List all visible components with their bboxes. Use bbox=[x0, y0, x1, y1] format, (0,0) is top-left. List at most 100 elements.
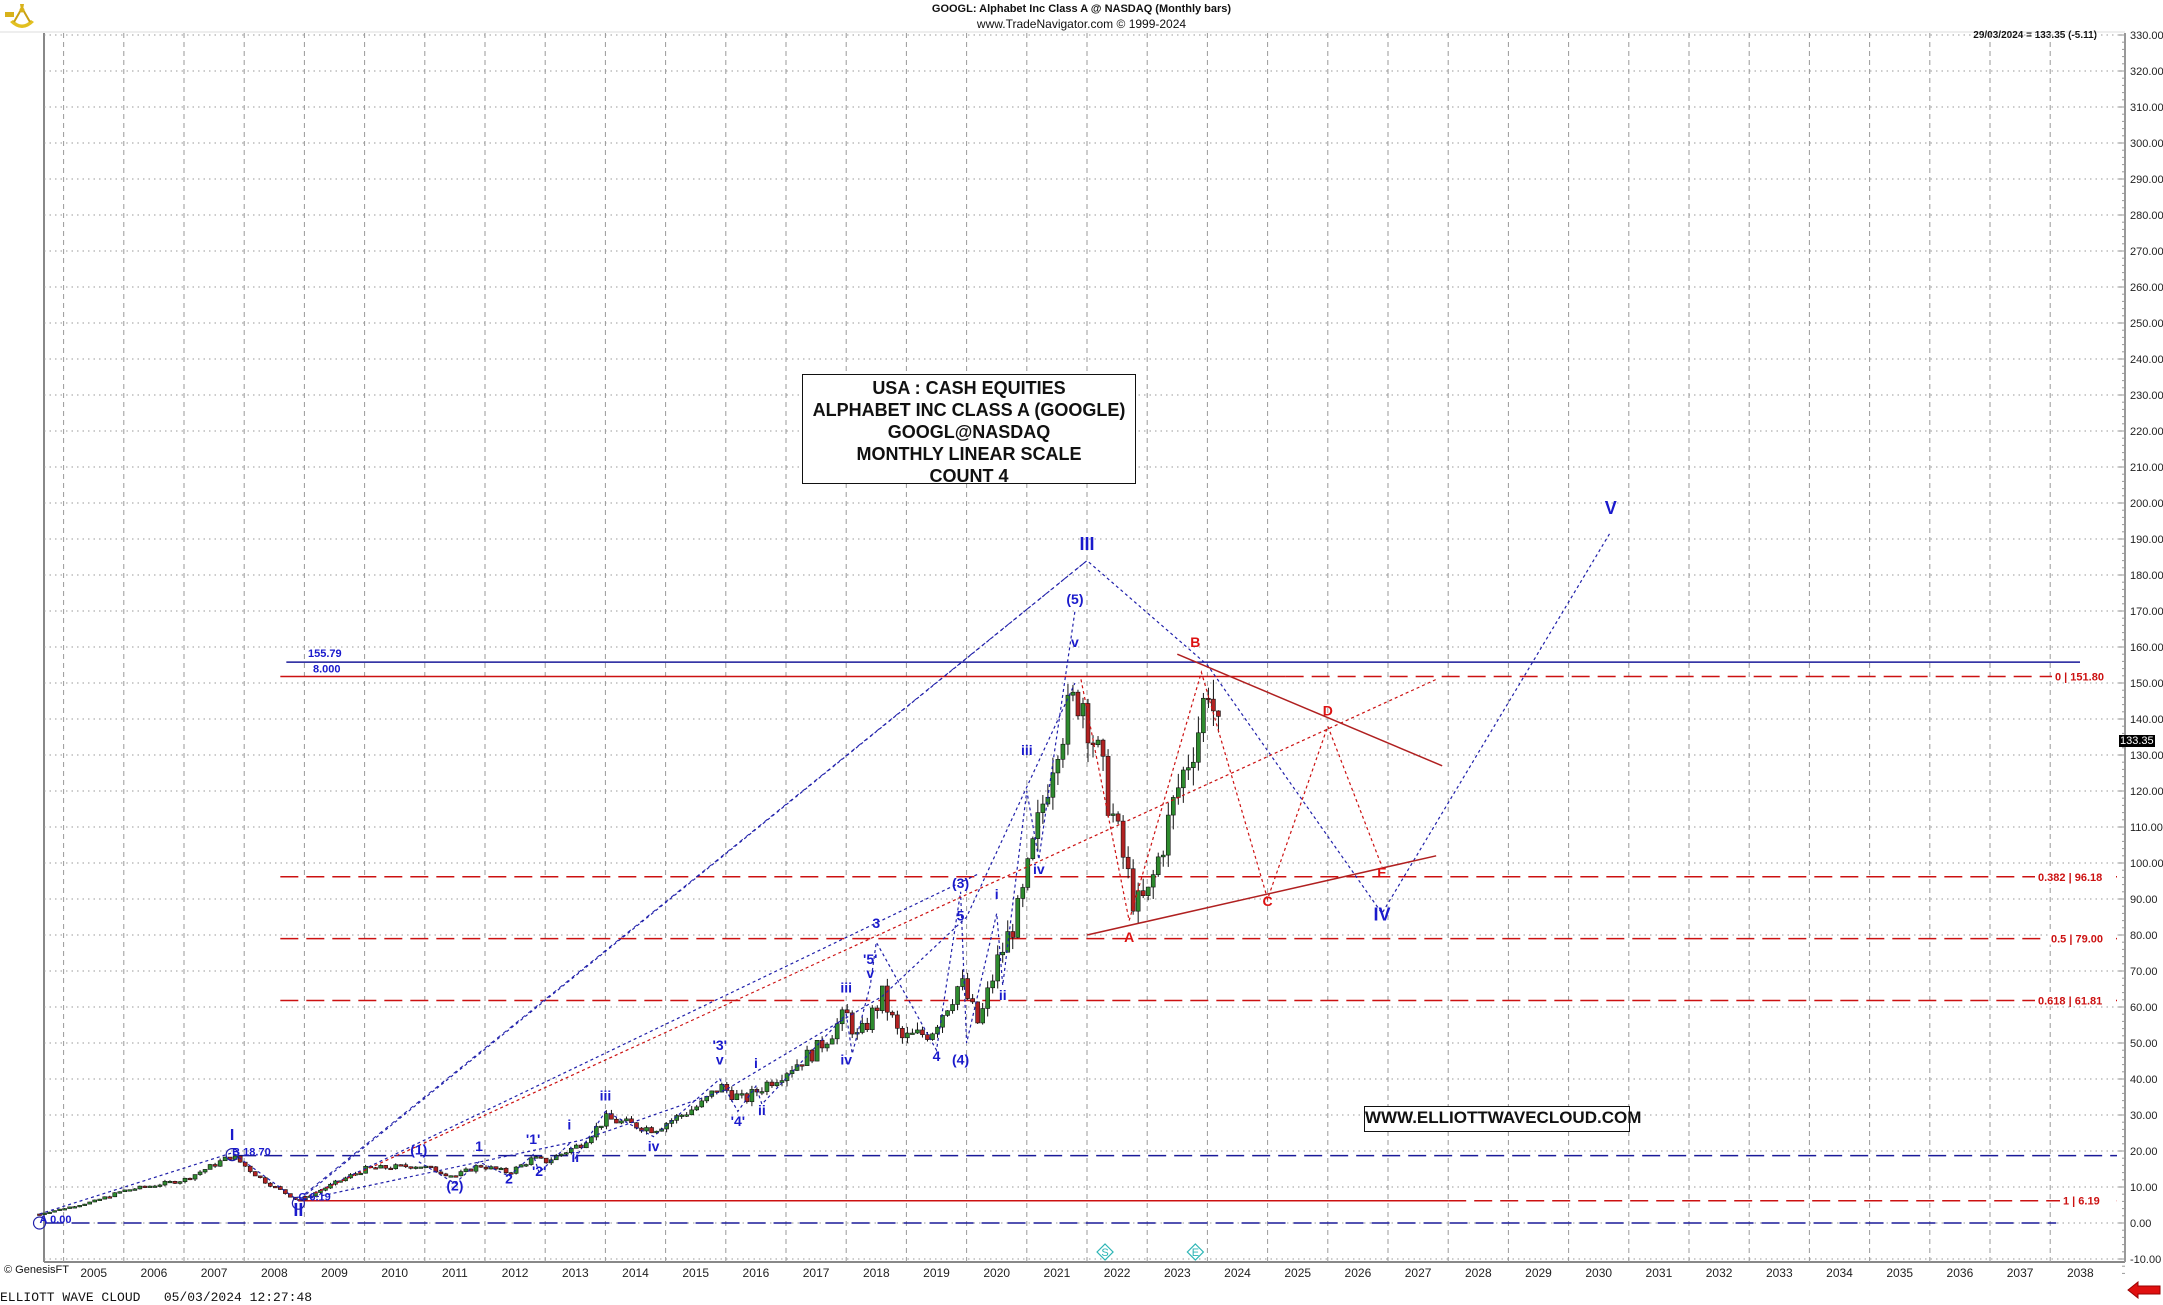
x-tick-label: 2008 bbox=[261, 1266, 288, 1280]
fib-level-label: 0.618 | 61.81 bbox=[2038, 995, 2102, 1007]
y-tick-label: 320.00 bbox=[2130, 66, 2163, 78]
x-tick-label: 2017 bbox=[803, 1266, 830, 1280]
fib-level-label: 1 | 6.19 bbox=[2063, 1196, 2100, 1208]
y-tick-label: 120.00 bbox=[2130, 786, 2163, 798]
wave-label: III bbox=[1079, 534, 1094, 554]
wave-label: iv bbox=[648, 1138, 660, 1154]
wave-label: iii bbox=[840, 980, 852, 996]
y-tick-label: 250.00 bbox=[2130, 318, 2163, 330]
wave-label: (3) bbox=[952, 875, 969, 891]
y-tick-label: -10.00 bbox=[2130, 1254, 2161, 1266]
y-tick-label: 130.00 bbox=[2130, 750, 2163, 762]
wave-label: A bbox=[1124, 929, 1134, 945]
wave-label: (2) bbox=[446, 1178, 463, 1194]
y-tick-label: 280.00 bbox=[2130, 210, 2163, 222]
x-tick-label: 2021 bbox=[1044, 1266, 1071, 1280]
info-line-company: ALPHABET INC CLASS A (GOOGLE) bbox=[812, 400, 1126, 420]
y-tick-label: 170.00 bbox=[2130, 606, 2163, 618]
wave-label: II bbox=[293, 1200, 303, 1220]
fib-level-label: 0.382 | 96.18 bbox=[2038, 872, 2102, 884]
wave-label: (4) bbox=[952, 1052, 969, 1068]
pivot-marker bbox=[225, 1147, 239, 1162]
x-tick-label: 2026 bbox=[1345, 1266, 1372, 1280]
wave-label: ii bbox=[999, 987, 1007, 1003]
x-tick-label: 2024 bbox=[1224, 1266, 1251, 1280]
wave-label: 2 bbox=[505, 1170, 513, 1186]
wave-label: iv bbox=[840, 1052, 852, 1068]
x-tick-label: 2005 bbox=[80, 1266, 107, 1280]
x-tick-label: 2033 bbox=[1766, 1266, 1793, 1280]
y-tick-label: 230.00 bbox=[2130, 390, 2163, 402]
wave-label: IV bbox=[1373, 905, 1390, 925]
x-tick-label: 2030 bbox=[1585, 1266, 1612, 1280]
x-tick-label: 2009 bbox=[321, 1266, 348, 1280]
x-tick-label: 2028 bbox=[1465, 1266, 1492, 1280]
x-tick-label: 2037 bbox=[2007, 1266, 2034, 1280]
wave-label: ii bbox=[758, 1102, 766, 1118]
info-line-symbol: GOOGL@NASDAQ bbox=[887, 422, 1051, 442]
y-tick-label: 40.00 bbox=[2130, 1074, 2158, 1086]
x-tick-label: 2036 bbox=[1947, 1266, 1974, 1280]
wave-label: iii bbox=[1021, 742, 1033, 758]
y-tick-label: 310.00 bbox=[2130, 102, 2163, 114]
pivot-marker bbox=[32, 1216, 47, 1230]
x-tick-label: 2038 bbox=[2067, 1266, 2094, 1280]
left-arrow-icon[interactable] bbox=[2127, 1281, 2161, 1299]
chart-title: GOOGL: Alphabet Inc Class A @ NASDAQ (Mo… bbox=[931, 3, 1232, 15]
y-tick-label: 270.00 bbox=[2130, 246, 2163, 258]
wave-label: C bbox=[1263, 893, 1273, 909]
x-gridlines: 2005 2006 2007 2008 2009 2010 2011 2012 2013 2014… bbox=[63, 33, 2094, 1280]
chart-subtitle: www.TradeNavigator.com © 1999-2024 bbox=[976, 17, 1187, 31]
wave-label: I bbox=[230, 1127, 234, 1144]
wave-label: '3' bbox=[713, 1037, 727, 1053]
svg-text:S: S bbox=[1101, 1247, 1108, 1259]
fib-levels: 155.79 8.000 0 | 151.80 0.382 | 96.18 0.5 | … bbox=[45, 648, 2117, 1224]
website-box: WWW.ELLIOTTWAVECLOUD.COM bbox=[1364, 1106, 1641, 1132]
event-marker-s[interactable]: S bbox=[1096, 1243, 1114, 1261]
wave-label: ii bbox=[571, 1149, 579, 1165]
y-tick-label: 80.00 bbox=[2130, 930, 2158, 942]
wave-label: '2' bbox=[532, 1163, 546, 1179]
y-tick-label: 90.00 bbox=[2130, 894, 2158, 906]
wave-label: iv bbox=[1033, 861, 1045, 877]
header-separator bbox=[0, 31, 2125, 33]
event-marker-e[interactable]: E bbox=[1186, 1243, 1205, 1261]
x-tick-label: 2031 bbox=[1646, 1266, 1673, 1280]
x-tick-label: 2019 bbox=[923, 1266, 950, 1280]
info-box: USA : CASH EQUITIES ALPHABET INC CLASS A… bbox=[802, 374, 1136, 486]
wave-label: (1) bbox=[410, 1142, 427, 1158]
x-tick-label: 2023 bbox=[1164, 1266, 1191, 1280]
x-tick-label: 2022 bbox=[1104, 1266, 1131, 1280]
y-tick-label: 70.00 bbox=[2130, 966, 2158, 978]
wave-label: v bbox=[866, 965, 874, 981]
svg-text:155.79: 155.79 bbox=[308, 648, 342, 660]
y-tick-label: 300.00 bbox=[2130, 138, 2163, 150]
wave-label: 5 bbox=[957, 908, 965, 924]
wave-label: 1 bbox=[475, 1138, 483, 1154]
y-tick-label: 290.00 bbox=[2130, 174, 2163, 186]
wave-label: i bbox=[567, 1116, 571, 1132]
y-tick-label: 210.00 bbox=[2130, 462, 2163, 474]
x-tick-label: 2032 bbox=[1706, 1266, 1733, 1280]
wave-label: D bbox=[1323, 702, 1333, 718]
y-tick-label: 60.00 bbox=[2130, 1002, 2158, 1014]
wave-label: '5' bbox=[863, 951, 877, 967]
y-tick-label: 260.00 bbox=[2130, 282, 2163, 294]
y-tick-label: 20.00 bbox=[2130, 1146, 2158, 1158]
sextant-icon bbox=[5, 4, 34, 28]
wave-label: '4' bbox=[731, 1113, 745, 1129]
x-tick-label: 2010 bbox=[381, 1266, 408, 1280]
x-tick-label: 2027 bbox=[1405, 1266, 1432, 1280]
x-tick-label: 2035 bbox=[1886, 1266, 1913, 1280]
pivot-marker bbox=[291, 1196, 305, 1210]
y-tick-label: 0.00 bbox=[2130, 1218, 2151, 1230]
y-tick-label: 220.00 bbox=[2130, 426, 2163, 438]
x-tick-label: 2034 bbox=[1826, 1266, 1853, 1280]
svg-text:8.000: 8.000 bbox=[313, 664, 341, 676]
wave-label: 3 bbox=[872, 915, 880, 931]
info-line-market: USA : CASH EQUITIES bbox=[872, 378, 1066, 398]
wave-label: '1' bbox=[526, 1131, 540, 1147]
wave-label: B 18.70 bbox=[232, 1147, 271, 1159]
wave-label: i bbox=[995, 886, 999, 902]
